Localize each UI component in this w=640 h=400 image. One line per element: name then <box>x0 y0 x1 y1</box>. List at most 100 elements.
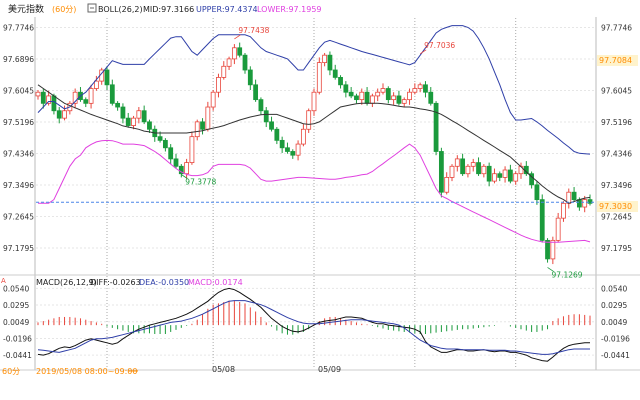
macd-diff-line <box>37 287 590 362</box>
candle-body <box>295 143 301 156</box>
price-tick-right: 97.7746 <box>601 24 632 33</box>
candle-body <box>566 191 572 204</box>
macd-panel[interactable] <box>0 287 640 370</box>
candle-body <box>157 136 163 141</box>
candle-body <box>258 99 264 112</box>
macd-tick-right: 0.0540 <box>601 284 627 293</box>
candle-body <box>136 110 142 119</box>
candle-body <box>449 165 455 178</box>
price-tick-right: 97.6045 <box>601 87 632 96</box>
candle-body <box>571 191 577 201</box>
candle-body <box>550 239 556 260</box>
candlestick-series <box>35 42 593 265</box>
price-tick-right: 97.5196 <box>601 118 632 127</box>
macd-tick-left: 0.0295 <box>3 301 29 310</box>
price-tick-left: 97.1795 <box>3 244 34 253</box>
macd-histogram <box>37 300 591 335</box>
mid-value: MID:97.3166 <box>143 5 194 14</box>
candle-body <box>83 99 89 104</box>
candle-body <box>444 177 450 193</box>
candle-body <box>465 165 471 175</box>
candle-body <box>205 106 211 130</box>
candle-body <box>311 91 317 112</box>
price-tick-right: 97.3496 <box>601 181 632 190</box>
candle-body <box>247 69 253 86</box>
macd-corner-mark: A <box>1 277 6 285</box>
price-tick-left: 97.2645 <box>3 212 34 221</box>
candle-body <box>93 80 99 89</box>
candle-body <box>534 184 540 201</box>
annotation-leader <box>547 267 554 272</box>
candle-body <box>385 88 391 101</box>
candle-body <box>438 151 444 193</box>
candle-body <box>433 102 439 152</box>
macd-tick-right: 0.0049 <box>601 318 627 327</box>
price-tick-left: 97.4346 <box>3 149 34 158</box>
footer-period-label[interactable]: 60分 <box>2 367 20 376</box>
price-tag-box <box>597 55 638 66</box>
candle-body <box>359 91 365 101</box>
candle-body <box>332 69 338 78</box>
candle-body <box>486 165 492 182</box>
boll-label: BOLL(26,2) <box>98 5 143 14</box>
annotation-leader <box>234 34 241 40</box>
macd-tick-left: -0.0196 <box>3 334 32 343</box>
candle-body <box>72 91 78 104</box>
candle-body <box>200 121 205 130</box>
candle-body <box>460 158 466 175</box>
chart-settings-icon[interactable] <box>87 3 97 13</box>
macd-value: MACD:0.0174 <box>188 278 243 287</box>
candle-body <box>115 102 121 108</box>
boll-lower-line <box>38 139 591 243</box>
candle-body <box>226 58 232 67</box>
last-price-tag: 97.3030 <box>599 202 632 211</box>
candle-body <box>391 95 397 101</box>
candle-body <box>369 95 375 104</box>
candle-body <box>62 110 67 119</box>
peak-label: 97.7036 <box>424 41 455 50</box>
candle-body <box>306 110 312 130</box>
price-tick-left: 97.6896 <box>3 55 34 64</box>
footer-time-range: 2019/05/08 08:00~09:00 <box>36 367 137 376</box>
price-tick-right: 97.4346 <box>601 149 632 158</box>
candle-body <box>40 91 46 104</box>
candle-body <box>507 169 513 182</box>
candle-body <box>221 65 227 78</box>
boll-mid-line <box>37 84 591 204</box>
candle-body <box>147 121 152 130</box>
candle-body <box>576 199 582 208</box>
candle-body <box>555 217 561 241</box>
candle-body <box>279 139 285 149</box>
candle-body <box>162 139 168 149</box>
macd-params: MACD(26,12,9) <box>36 278 97 287</box>
annotation-leader <box>181 174 188 179</box>
candle-body <box>327 54 333 71</box>
candle-body <box>35 91 41 97</box>
macd-dea-line <box>37 300 590 355</box>
candle-body <box>125 117 131 126</box>
price-tick-left: 97.5196 <box>3 118 34 127</box>
candle-body <box>481 165 487 175</box>
candle-body <box>322 54 328 63</box>
candle-body <box>354 95 359 101</box>
peak-label: 97.7438 <box>238 26 269 35</box>
macd-tick-left: 0.0049 <box>3 318 29 327</box>
candle-body <box>348 91 354 97</box>
price-annotations: 97.7438 97.7036 97.3778 97.1269 <box>181 26 583 279</box>
price-tick-right: 97.2645 <box>601 212 632 221</box>
annotation-leader <box>419 49 427 55</box>
candle-body <box>178 165 184 175</box>
candle-body <box>529 173 535 186</box>
candle-body <box>316 62 322 93</box>
macd-grid <box>36 287 595 356</box>
candle-body <box>46 95 52 104</box>
dea-value: DEA:-0.0350 <box>139 278 189 287</box>
macd-tick-right: -0.0441 <box>601 351 630 360</box>
candle-body <box>120 106 126 119</box>
boll-upper-line <box>37 25 591 155</box>
lower-value: LOWER:97.1959 <box>257 5 322 14</box>
macd-tick-left: -0.0441 <box>3 351 32 360</box>
candle-body <box>412 88 418 93</box>
candle-body <box>470 162 476 167</box>
